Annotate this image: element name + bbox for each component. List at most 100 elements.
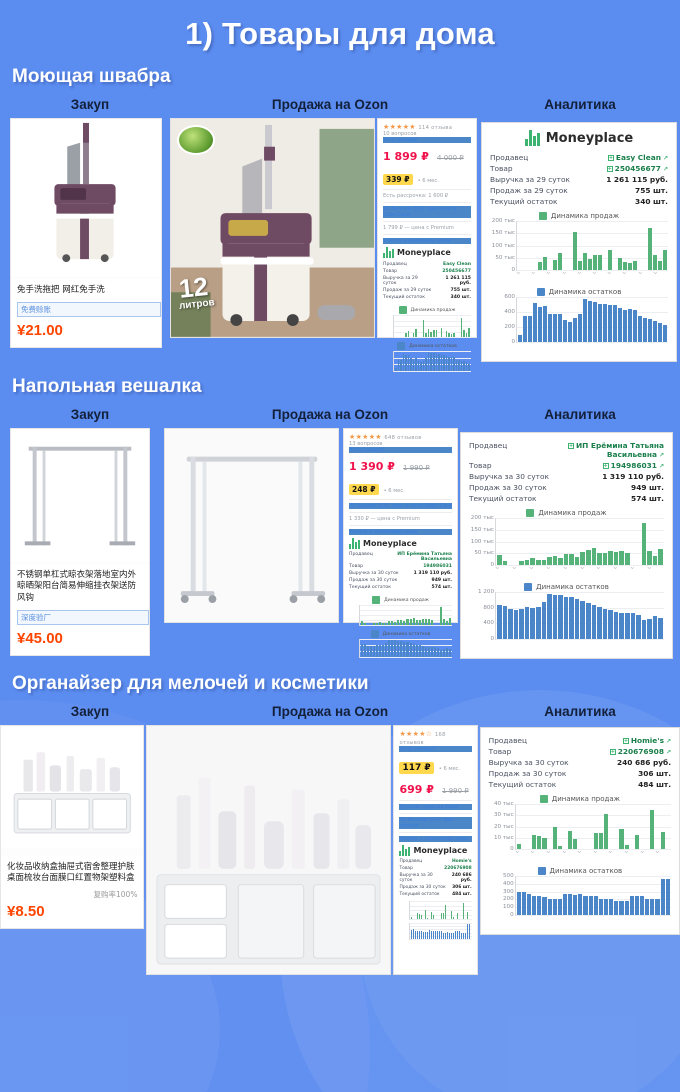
section-title: Органайзер для мелочей и косметики [12,673,369,694]
moneyplace-logo: Moneyplace [399,845,471,856]
premium-price: 1 330 ₽ — цена с Premium [349,516,420,522]
ozon-price-current: 699 ₽ [399,783,434,796]
ozon-questions: 10 вопросов [383,131,417,137]
ozon-card-points: 35 баллов (5%) при оплате [399,817,472,829]
ozon-listing: 12 литров [170,118,375,338]
purchase-product-image [1,726,144,856]
price-drop-link[interactable]: Узнать о снижении цены [383,238,471,244]
analytics-row-seller: Продавец + ИП Ерёмина Татьяна Васильевна ↗ [469,441,664,459]
want-discount-link[interactable]: Хочу скидку! [349,447,452,453]
analytics-row-seller: Продавец + Easy Clean ↗ [490,153,668,162]
rating-stars: ★★★★★ 114 отзыва [383,123,453,131]
moneyplace-bars-icon [524,130,540,146]
purchase-card[interactable]: 免手洗拖把 网红免手洗 免费赊账 ¥21.00 [10,118,162,349]
analytics-row: Выручка за 30 суток 240 686 руб. [488,758,672,767]
ozon-price-panel: ★★★★★ 114 отзыва 10 вопросов Хочу скидку… [377,118,477,372]
product-row: 不锈钢单杠式晾衣架落地室内外晾晒架阳台简易伸缩挂衣架送防风钩 深度验厂 ¥45.… [0,428,680,659]
moneyplace-bars-icon [383,247,394,258]
column-headers: Закуп Продажа на Ozon Аналитика [0,704,680,719]
sales-chart-legend: Динамика продаж [469,509,664,517]
column-headers: Закуп Продажа на Ozon Аналитика [0,97,680,112]
column-header-analytics: Аналитика [544,97,616,112]
moneyplace-logo: Moneyplace [383,247,471,258]
price-drop-link[interactable]: Узнать о снижении цены [349,529,452,535]
ozon-price-old: 1 990 ₽ [403,464,430,472]
purchase-card[interactable]: 不锈钢单杠式晾衣架落地室内外晾晒架阳台简易伸缩挂衣架送防风钩 深度验厂 ¥45.… [10,428,150,657]
stock-chart: 0 200 400 600 [490,294,668,355]
purchase-product-image [11,429,149,564]
analytics-row: Текущий остаток 574 шт. [469,494,664,503]
analytics-card: Продавец + ИП Ерёмина Татьяна Васильевна ↗… [460,432,673,659]
ozon-price-current: 1 390 ₽ [349,460,395,473]
installment-note: Есть рассрочка: 1 600 ₽ [383,193,449,199]
analytics-row: Продаж за 30 суток 306 шт. [488,769,672,778]
purchase-card[interactable]: 化妆品收纳盒抽屉式宿舍整理护肤桌面梳妆台面膜口红置物架塑料盒 复购率100% ¥… [0,725,145,929]
installment-badge: 339 ₽ [383,174,413,185]
analytics-row: Продаж за 29 суток 755 шт. [490,186,668,195]
purchase-tag: 深度验厂 [17,610,149,626]
purchase-price: ¥8.50 [7,902,45,920]
ozon-questions: 13 вопросов [349,441,383,447]
price-drop-link[interactable]: Узнать о снижении цены [399,836,472,842]
column-header-analytics: Аналитика [544,704,616,719]
analytics-card: Продавец + Homie's ↗ Товар +220676908 ↗ Выр… [479,727,680,935]
sales-chart-legend: Динамика продаж [490,212,668,220]
purchase-price: ¥45.00 [17,630,63,648]
mini-analytics-preview: Продавец Homie's Товар 220676908 Выручка з… [399,858,472,940]
analytics-row-product: Товар +220676908 ↗ [488,747,672,756]
column-header-ozon: Продажа на Ozon [271,407,389,422]
ozon-price-panel: ★★★★★ 648 отзывов 13 вопросов Хочу скидк… [343,428,458,658]
sales-chart-legend: Динамика продаж [489,795,671,803]
analytics-row: Продаж за 30 суток 949 шт. [469,483,664,492]
purchase-title: 化妆品收纳盒抽屉式宿舍整理护肤桌面梳妆台面膜口红置物架塑料盒 [7,862,135,884]
purchase-title: 免手洗拖把 网红免手洗 [17,285,105,295]
product-section-2: Напольная вешалка Закуп Продажа на Ozon … [0,376,680,659]
column-header-ozon: Продажа на Ozon [271,97,389,112]
analytics-row-product: Товар +194986031 ↗ [469,461,664,470]
installment-badge: 248 ₽ [349,484,379,495]
column-headers: Закуп Продажа на Ozon Аналитика [0,407,680,422]
brand-logo-icon [177,125,215,155]
moneyplace-logo: Moneyplace [349,538,452,549]
moneyplace-bars-icon [399,845,411,856]
product-section-3: Органайзер для мелочей и косметики Закуп… [0,673,680,975]
analytics-row: Текущий остаток 484 шт. [488,780,672,789]
mini-analytics-preview: Продавец Easy Clean Товар 250456677 Выручк… [383,261,471,372]
ozon-product-image[interactable] [146,725,392,975]
column-header-purchase: Закуп [70,407,110,422]
stock-chart-legend: Динамика остатков [490,288,668,296]
premium-price: 1 799 ₽ — цена с Premium [383,225,454,231]
mini-analytics-preview: Продавец ИП Ерёмина Татьяна Васильевна То… [349,551,452,658]
stock-chart: 0 400 800 1 200 [469,589,664,652]
best-price-link[interactable]: Лучшая цена на Ozon [399,804,472,810]
section-title: Напольная вешалка [12,376,202,397]
moneyplace-bars-icon [349,538,360,549]
ozon-product-image[interactable]: 12 литров [170,118,375,338]
stock-chart-legend: Динамика остатков [469,583,664,591]
ozon-price-old: 4 000 ₽ [437,154,464,162]
want-discount-link[interactable]: Хочу скидку! [383,137,471,143]
ozon-product-image[interactable] [164,428,339,623]
rating-stars: ★★★★★ 648 отзывов [349,433,422,441]
ozon-card-points: 70 баллов (5%) при оплате Ozon Card [349,503,452,509]
purchase-repeat-rate: 复购率100% [93,889,138,899]
analytics-card: Moneyplace Продавец + Easy Clean ↗ Товар +… [481,122,677,362]
purchase-title: 不锈钢单杠式晾衣架落地室内外晾晒架阳台简易伸缩挂衣架送防风钩 [17,570,137,603]
ozon-card-points: 95 баллов (5%) при оплате Ozon Card [383,206,471,218]
want-discount-link[interactable]: Хочу скидку! [399,746,472,752]
product-section-1: Моющая швабра Закуп Продажа на Ozon Анал… [0,66,680,372]
section-title: Моющая швабра [12,66,171,87]
slide-page: 1) Товары для дома Моющая швабра Закуп П… [0,16,680,975]
analytics-row-product: Товар +250456677 ↗ [490,164,668,173]
product-row: 免手洗拖把 网红免手洗 免费赊账 ¥21.00 [0,118,680,372]
ozon-price-panel: ★★★★☆ 168 отзывов Хочу скидку! 117 ₽ • 6… [393,725,478,975]
stock-chart-legend: Динамика остатков [489,867,671,875]
column-header-purchase: Закуп [70,97,110,112]
ozon-price-current: 1 899 ₽ [383,150,429,163]
column-header-ozon: Продажа на Ozon [271,704,389,719]
installment-badge: 117 ₽ [399,762,434,774]
column-header-analytics: Аналитика [544,407,616,422]
analytics-row-seller: Продавец + Homie's ↗ [488,736,672,745]
